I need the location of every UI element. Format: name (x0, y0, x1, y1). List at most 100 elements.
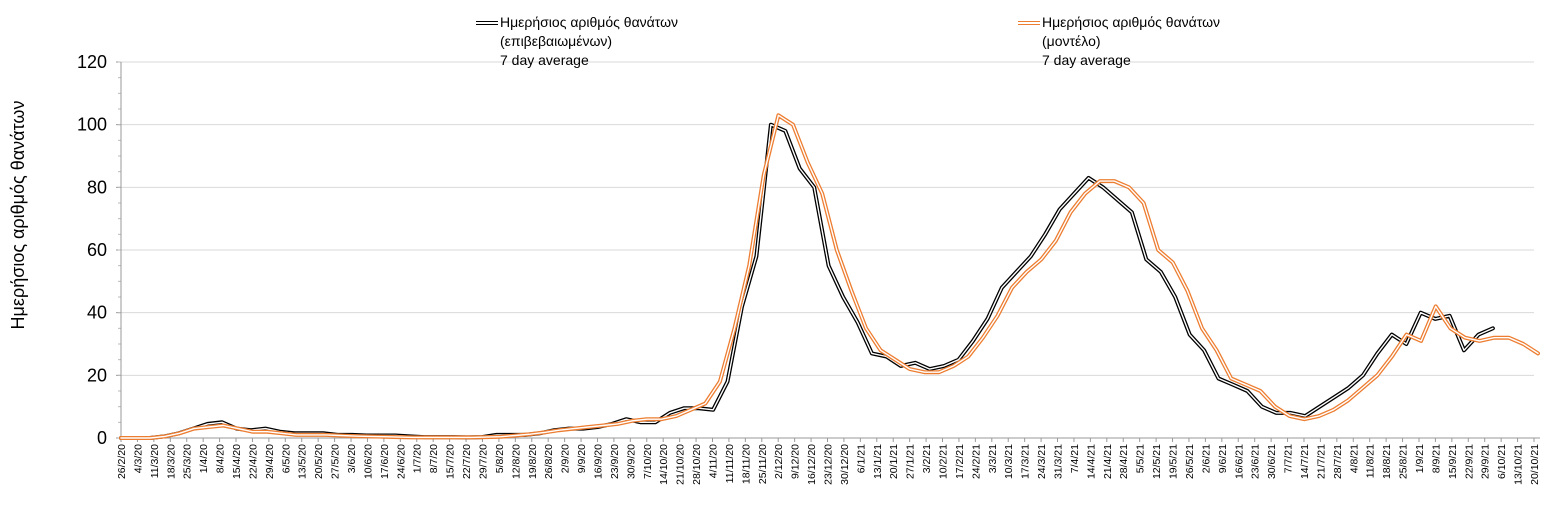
legend-label-line3: 7 day average (500, 52, 589, 68)
x-tick-label: 3/3/21 (987, 444, 999, 473)
x-tick-label: 23/12/20 (823, 444, 835, 485)
x-tick-label: 27/5/20 (330, 444, 342, 479)
x-tick-label: 22/7/20 (461, 444, 473, 479)
y-tick-label: 0 (97, 428, 107, 448)
x-tick-label: 11/11/20 (724, 444, 736, 483)
x-tick-label: 4/11/20 (707, 444, 719, 478)
x-tick-label: 9/12/20 (790, 444, 802, 479)
x-tick-label: 21/7/21 (1315, 444, 1327, 479)
x-tick-label: 26/5/21 (1184, 444, 1196, 479)
x-tick-label: 19/8/20 (527, 444, 539, 479)
x-tick-label: 31/3/21 (1053, 444, 1065, 479)
x-tick-label: 29/9/21 (1480, 444, 1492, 479)
x-tick-label: 3/2/21 (921, 444, 933, 473)
x-tick-label: 19/5/21 (1168, 444, 1180, 479)
y-tick-label: 80 (87, 177, 107, 197)
x-tick-label: 12/8/20 (510, 444, 522, 479)
x-tick-label: 17/3/21 (1020, 444, 1032, 479)
x-tick-label: 4/8/21 (1348, 444, 1360, 473)
legend-label-line1: Ημερήσιος αριθμός θανάτων (500, 14, 679, 30)
y-tick-label: 60 (87, 240, 107, 260)
x-tick-label: 13/1/21 (872, 444, 884, 479)
x-tick-label: 14/7/21 (1299, 444, 1311, 479)
x-tick-label: 2/6/21 (1200, 444, 1212, 473)
x-tick-label: 8/9/21 (1430, 444, 1442, 473)
x-tick-label: 11/3/20 (149, 444, 161, 478)
legend-label-line1: Ημερήσιος αριθμός θανάτων (1042, 14, 1221, 30)
x-tick-label: 28/7/21 (1332, 444, 1344, 479)
x-tick-label: 14/10/20 (658, 444, 670, 485)
x-tick-label: 29/4/20 (264, 444, 276, 479)
x-tick-label: 10/3/21 (1003, 444, 1015, 479)
y-tick-label: 20 (87, 365, 107, 385)
x-tick-label: 25/11/20 (757, 444, 769, 484)
x-tick-label: 17/6/20 (379, 444, 391, 479)
x-tick-label: 7/7/21 (1283, 444, 1295, 473)
x-tick-label: 21/4/21 (1102, 444, 1114, 479)
x-tick-label: 8/4/20 (215, 444, 227, 473)
series-lines (119, 113, 1540, 440)
x-tick-label: 16/9/20 (592, 444, 604, 479)
x-tick-label: 25/3/20 (182, 444, 194, 479)
x-tick-label: 20/1/21 (888, 444, 900, 479)
legend-label-line3: 7 day average (1042, 52, 1131, 68)
x-tick-label: 15/9/21 (1447, 444, 1459, 479)
x-tick-label: 9/6/21 (1217, 444, 1229, 473)
x-tick-label: 10/6/20 (362, 444, 374, 479)
x-tick-label: 15/4/20 (231, 444, 243, 479)
y-tick-label: 120 (77, 52, 107, 72)
x-tick-label: 22/9/21 (1463, 444, 1475, 479)
x-tick-label: 13/10/21 (1513, 444, 1525, 485)
x-tick-label: 23/6/21 (1250, 444, 1262, 479)
x-tick-label: 8/7/20 (428, 444, 440, 473)
x-tick-label: 1/4/20 (198, 444, 210, 473)
legend-swatch-model (1018, 20, 1040, 25)
legend-item-confirmed: Ημερήσιος αριθμός θανάτων (επιβεβαιωμένω… (476, 13, 678, 70)
x-tick-label: 10/2/21 (938, 444, 950, 479)
x-tick-label: 17/2/21 (954, 444, 966, 479)
x-tick-label: 5/8/20 (494, 444, 506, 473)
x-tick-label: 25/8/21 (1398, 444, 1410, 479)
x-tick-label: 28/4/21 (1118, 444, 1130, 479)
x-tick-label: 9/9/20 (576, 444, 588, 473)
y-axis-tick-labels: 0 20 40 60 80 100 120 (77, 52, 107, 448)
x-tick-label: 5/5/21 (1135, 444, 1147, 473)
legend-label-line2: (επιβεβαιωμένων) (500, 33, 613, 49)
y-axis-label: Ημερήσιος αριθμός θανάτων (8, 101, 28, 330)
x-tick-label: 11/8/21 (1365, 444, 1377, 478)
x-tick-label: 13/5/20 (297, 444, 309, 479)
x-tick-label: 23/9/20 (609, 444, 621, 479)
series-line-model (119, 113, 1540, 440)
x-tick-label: 27/1/21 (905, 444, 917, 479)
x-tick-label: 24/6/20 (395, 444, 407, 479)
x-tick-label: 6/1/21 (855, 444, 867, 473)
x-tick-label: 30/12/20 (839, 444, 851, 485)
x-tick-label: 20/5/20 (313, 444, 325, 479)
x-tick-label: 2/12/20 (773, 444, 785, 479)
x-tick-label: 18/11/20 (740, 444, 752, 484)
x-tick-label: 16/12/20 (806, 444, 818, 485)
x-tick-label: 26/8/20 (543, 444, 555, 479)
x-axis-tick-labels: 26/2/20 4/3/20 11/3/20 18/3/20 25/3/20 1/4/20… (116, 444, 1541, 485)
x-tick-label: 6/5/20 (280, 444, 292, 473)
x-tick-label: 18/3/20 (165, 444, 177, 479)
y-tick-label: 40 (87, 303, 107, 323)
x-tick-label: 20/10/21 (1529, 444, 1541, 485)
x-tick-label: 3/6/20 (346, 444, 358, 473)
x-tick-label: 29/7/20 (477, 444, 489, 479)
legend-swatch-confirmed (476, 20, 498, 25)
series-line-confirmed (119, 122, 1495, 440)
legend-label-line2: (μοντέλο) (1042, 33, 1101, 49)
x-tick-label: 7/4/21 (1069, 444, 1081, 473)
series-line-inner-model (120, 114, 1539, 439)
x-tick-label: 6/10/21 (1496, 444, 1508, 479)
x-tick-label: 15/7/20 (445, 444, 457, 479)
x-tick-label: 18/8/21 (1381, 444, 1393, 479)
x-tick-label: 12/5/21 (1151, 444, 1163, 479)
x-tick-label: 30/9/20 (625, 444, 637, 479)
x-tick-label: 21/10/20 (675, 444, 687, 485)
x-tick-label: 1/7/20 (412, 444, 424, 473)
x-tick-label: 30/6/21 (1266, 444, 1278, 479)
x-tick-label: 24/2/21 (970, 444, 982, 479)
